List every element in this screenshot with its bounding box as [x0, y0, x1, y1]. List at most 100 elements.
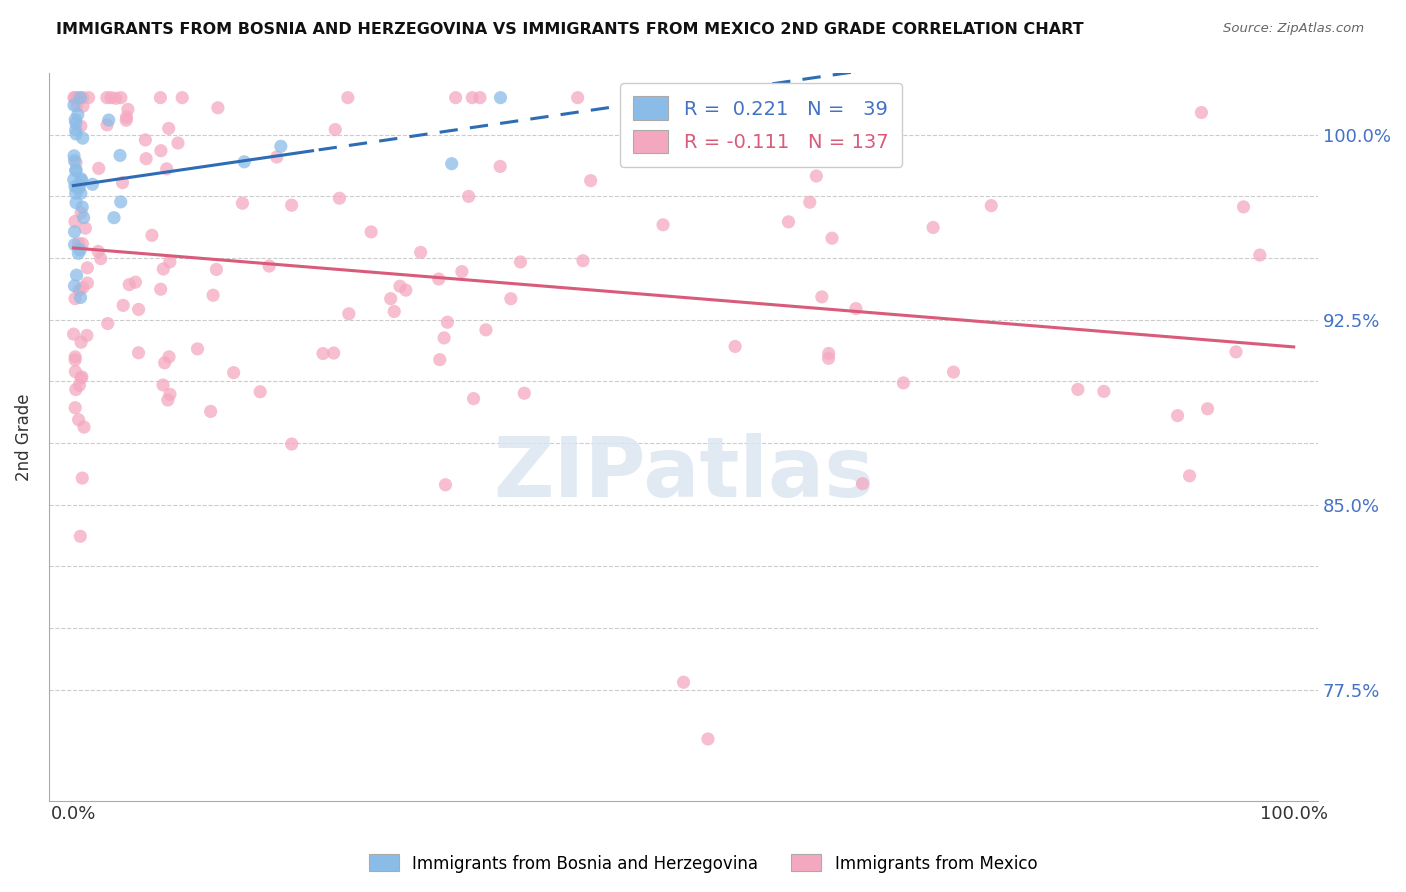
Point	[817, 351, 839, 366]
Point	[63, 90, 86, 104]
Point	[468, 90, 491, 104]
Point	[167, 136, 190, 150]
Text: Source: ZipAtlas.com: Source: ZipAtlas.com	[1223, 22, 1364, 36]
Point	[110, 194, 132, 209]
Point	[66, 99, 89, 113]
Point	[1178, 468, 1201, 483]
Point	[280, 198, 302, 212]
Point	[152, 262, 174, 277]
Point	[380, 292, 402, 306]
Point	[63, 98, 86, 112]
Point	[1191, 105, 1213, 120]
Point	[65, 195, 87, 210]
Point	[72, 90, 94, 104]
Point	[222, 366, 245, 380]
Point	[153, 356, 176, 370]
Point	[1092, 384, 1115, 399]
Point	[75, 221, 97, 235]
Point	[72, 281, 94, 295]
Point	[270, 139, 292, 153]
Point	[69, 119, 91, 133]
Point	[141, 228, 163, 243]
Point	[63, 279, 86, 293]
Point	[77, 90, 100, 104]
Point	[200, 404, 222, 418]
Point	[205, 262, 228, 277]
Point	[457, 189, 479, 203]
Point	[336, 90, 359, 104]
Point	[851, 476, 873, 491]
Point	[108, 148, 131, 162]
Point	[87, 161, 110, 176]
Point	[72, 211, 94, 225]
Point	[135, 152, 157, 166]
Point	[513, 386, 536, 401]
Y-axis label: 2nd Grade: 2nd Grade	[15, 393, 32, 481]
Legend: R =  0.221   N =   39, R = -0.111   N = 137: R = 0.221 N = 39, R = -0.111 N = 137	[620, 83, 903, 167]
Point	[69, 529, 91, 543]
Point	[112, 298, 135, 312]
Point	[97, 317, 120, 331]
Point	[799, 195, 821, 210]
Point	[72, 131, 94, 145]
Point	[69, 291, 91, 305]
Point	[652, 218, 675, 232]
Point	[579, 174, 602, 188]
Text: ZIPatlas: ZIPatlas	[494, 433, 875, 514]
Point	[63, 179, 86, 194]
Point	[76, 276, 98, 290]
Point	[388, 279, 411, 293]
Point	[63, 225, 86, 239]
Point	[82, 178, 104, 192]
Point	[817, 346, 839, 360]
Point	[72, 236, 94, 251]
Point	[567, 90, 589, 104]
Point	[461, 90, 484, 104]
Point	[70, 171, 93, 186]
Point	[96, 90, 118, 104]
Point	[427, 272, 450, 286]
Point	[322, 346, 344, 360]
Point	[117, 103, 139, 117]
Point	[65, 123, 87, 137]
Point	[1232, 200, 1254, 214]
Point	[65, 268, 87, 282]
Point	[72, 99, 94, 113]
Point	[65, 162, 87, 177]
Point	[172, 90, 194, 104]
Point	[63, 237, 86, 252]
Point	[202, 288, 225, 302]
Point	[90, 252, 112, 266]
Point	[65, 163, 87, 178]
Text: IMMIGRANTS FROM BOSNIA AND HERZEGOVINA VS IMMIGRANTS FROM MEXICO 2ND GRADE CORRE: IMMIGRANTS FROM BOSNIA AND HERZEGOVINA V…	[56, 22, 1084, 37]
Point	[149, 144, 172, 158]
Point	[118, 277, 141, 292]
Point	[67, 378, 90, 392]
Point	[67, 246, 90, 260]
Point	[323, 122, 346, 136]
Point	[806, 169, 828, 183]
Point	[115, 110, 138, 124]
Point	[429, 352, 451, 367]
Point	[63, 352, 86, 367]
Point	[115, 113, 138, 128]
Point	[67, 181, 90, 195]
Point	[395, 283, 418, 297]
Point	[186, 342, 208, 356]
Point	[811, 290, 834, 304]
Point	[382, 304, 405, 318]
Point	[845, 301, 868, 316]
Point	[444, 90, 467, 104]
Point	[67, 413, 90, 427]
Point	[450, 264, 472, 278]
Point	[67, 283, 90, 297]
Point	[128, 302, 150, 317]
Point	[67, 236, 90, 251]
Point	[1225, 345, 1247, 359]
Point	[159, 387, 181, 401]
Point	[63, 214, 86, 228]
Point	[821, 231, 844, 245]
Point	[436, 315, 458, 329]
Point	[672, 675, 695, 690]
Point	[572, 253, 595, 268]
